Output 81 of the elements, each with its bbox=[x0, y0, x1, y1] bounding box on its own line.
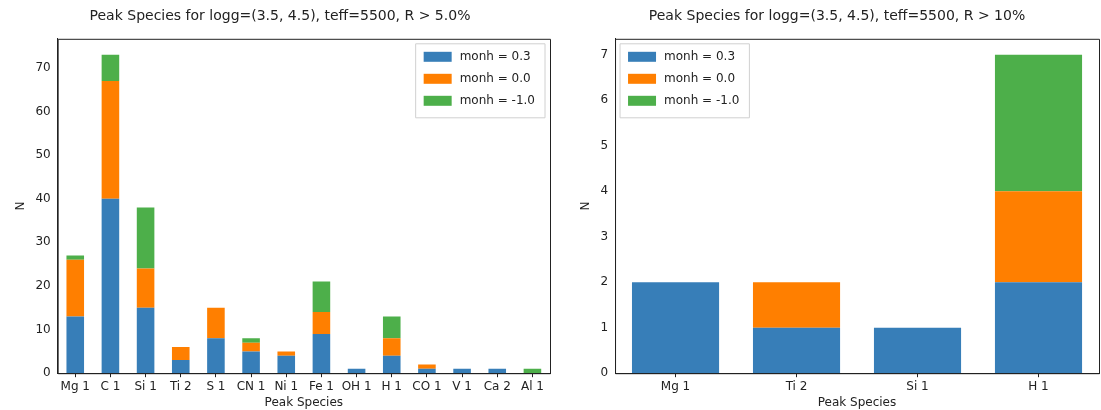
x-tick-label: Mg 1 bbox=[660, 378, 691, 393]
legend-label: monh = 0.0 bbox=[459, 70, 531, 85]
y-tick-label: 5 bbox=[600, 137, 609, 152]
x-tick-label: Si 1 bbox=[134, 378, 157, 393]
y-tick-label: 40 bbox=[35, 190, 51, 205]
bar bbox=[382, 355, 401, 374]
x-tick-label: CN 1 bbox=[236, 378, 266, 393]
y-tick-label: 0 bbox=[600, 365, 609, 380]
bar bbox=[242, 342, 260, 352]
bar bbox=[752, 327, 841, 374]
bar bbox=[488, 368, 507, 374]
y-tick-label: 3 bbox=[600, 228, 609, 243]
bar bbox=[418, 364, 436, 369]
bar bbox=[453, 368, 471, 374]
bar bbox=[994, 282, 1083, 374]
bar bbox=[752, 282, 841, 328]
y-tick-label: 50 bbox=[35, 147, 51, 162]
y-tick-label: 1 bbox=[600, 319, 609, 334]
bar bbox=[277, 351, 296, 356]
y-tick-label: 2 bbox=[600, 274, 609, 289]
x-tick-label: V 1 bbox=[452, 378, 472, 393]
x-tick-label: Si 1 bbox=[906, 378, 929, 393]
bar bbox=[312, 333, 331, 374]
bar bbox=[136, 207, 155, 269]
y-tick-label: 4 bbox=[600, 183, 609, 198]
x-axis-title: Peak Species bbox=[817, 394, 897, 409]
legend-label: monh = -1.0 bbox=[664, 92, 740, 107]
x-tick-label: OH 1 bbox=[341, 378, 372, 393]
chart-title: Peak Species for logg=(3.5, 4.5), teff=5500, R > 10% bbox=[648, 7, 1026, 24]
bar bbox=[994, 191, 1083, 283]
legend-label: monh = -1.0 bbox=[459, 92, 535, 107]
x-tick-label: Fe 1 bbox=[308, 378, 334, 393]
bar bbox=[382, 316, 401, 339]
bar bbox=[312, 312, 331, 334]
bar bbox=[136, 268, 155, 308]
x-tick-label: Mg 1 bbox=[60, 378, 90, 393]
y-tick-label: 6 bbox=[600, 92, 609, 107]
bar bbox=[312, 281, 331, 313]
bar bbox=[207, 307, 225, 339]
bar bbox=[631, 282, 720, 374]
legend-label: monh = 0.3 bbox=[664, 48, 736, 63]
bar bbox=[66, 259, 85, 317]
bar bbox=[171, 360, 190, 374]
bar bbox=[382, 338, 401, 356]
y-tick-label: 70 bbox=[35, 59, 51, 74]
bar bbox=[66, 255, 85, 260]
y-tick-label: 20 bbox=[35, 278, 51, 293]
y-tick-label: 30 bbox=[35, 234, 51, 249]
y-tick-label: 60 bbox=[35, 103, 51, 118]
x-axis-title: Peak Species bbox=[264, 394, 344, 409]
x-tick-label: CO 1 bbox=[412, 378, 442, 393]
bar bbox=[994, 54, 1083, 192]
bar bbox=[418, 368, 436, 374]
bar bbox=[101, 54, 120, 81]
x-tick-label: Ti 2 bbox=[168, 378, 192, 393]
y-axis-title: N bbox=[578, 201, 593, 211]
x-tick-label: C 1 bbox=[100, 378, 121, 393]
x-tick-label: Ni 1 bbox=[274, 378, 299, 393]
y-tick-label: 7 bbox=[600, 46, 609, 61]
x-tick-label: Ti 2 bbox=[784, 378, 808, 393]
bar bbox=[207, 338, 225, 374]
x-tick-label: Al 1 bbox=[520, 378, 544, 393]
y-axis-title: N bbox=[13, 201, 28, 211]
bar bbox=[277, 355, 296, 374]
x-tick-label: S 1 bbox=[206, 378, 226, 393]
x-tick-label: Ca 2 bbox=[483, 378, 511, 393]
bar bbox=[101, 80, 120, 199]
chart-title: Peak Species for logg=(3.5, 4.5), teff=5500, R > 5.0% bbox=[89, 7, 471, 24]
bar bbox=[242, 351, 260, 374]
legend-label: monh = 0.3 bbox=[459, 48, 531, 63]
y-tick-label: 0 bbox=[43, 365, 51, 380]
bar bbox=[873, 327, 962, 374]
bar bbox=[242, 338, 260, 343]
x-tick-label: H 1 bbox=[381, 378, 402, 393]
bar bbox=[136, 307, 155, 374]
bar bbox=[66, 316, 85, 374]
bar bbox=[101, 198, 120, 374]
y-tick-label: 10 bbox=[35, 321, 51, 336]
legend-label: monh = 0.0 bbox=[664, 70, 736, 85]
bar bbox=[171, 347, 190, 361]
x-tick-label: H 1 bbox=[1028, 378, 1049, 393]
